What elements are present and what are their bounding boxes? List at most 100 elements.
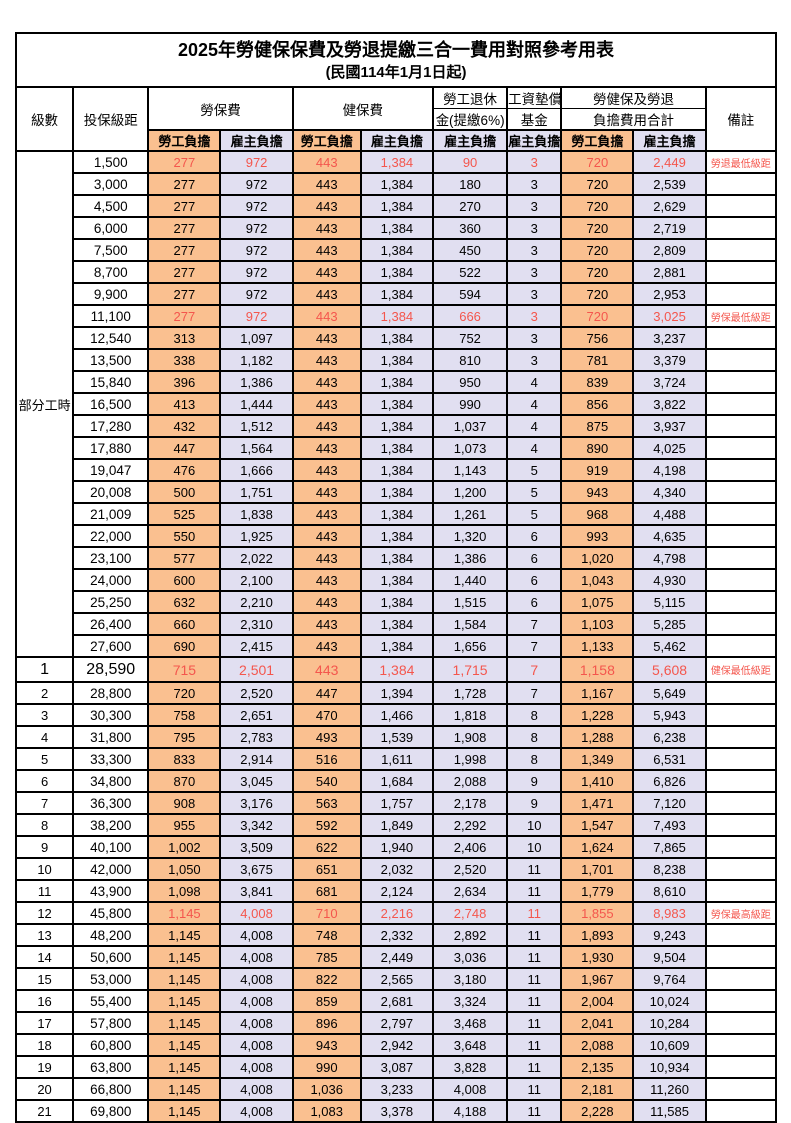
col-header-labor-insurance: 勞保費 <box>147 86 294 131</box>
remark-cell <box>704 436 778 460</box>
remark-cell <box>704 1011 778 1035</box>
labor-employer-cell: 2,651 <box>219 703 294 727</box>
title-cell: 2025年勞健保保費及勞退提繳三合一費用對照參考用表 (民國114年1月1日起) <box>15 32 777 88</box>
labor-employer-cell: 1,444 <box>219 392 294 416</box>
col-header-remark: 備註 <box>704 86 778 152</box>
health-employer-cell: 1,940 <box>359 835 434 859</box>
total-employee-cell: 2,228 <box>560 1099 635 1123</box>
health-employer-cell: 2,124 <box>359 879 434 903</box>
labor-employee-cell: 396 <box>147 370 222 394</box>
labor-employee-cell: 1,145 <box>147 1055 222 1079</box>
total-employer-cell: 7,865 <box>632 835 707 859</box>
health-employee-cell: 443 <box>291 436 362 460</box>
bracket-cell: 33,300 <box>72 747 150 771</box>
labor-employer-cell: 1,751 <box>219 480 294 504</box>
health-employee-cell: 990 <box>291 1055 362 1079</box>
labor-employer-cell: 4,008 <box>219 901 294 925</box>
remark-cell <box>704 989 778 1013</box>
labor-employer-cell: 4,008 <box>219 923 294 947</box>
pension-employer-cell: 2,748 <box>431 901 509 925</box>
labor-employer-cell: 972 <box>219 304 294 328</box>
health-employee-cell: 443 <box>291 612 362 636</box>
bracket-cell: 45,800 <box>72 901 150 925</box>
pension-employer-cell: 990 <box>431 392 509 416</box>
page-title: 2025年勞健保保費及勞退提繳三合一費用對照參考用表 <box>177 40 615 60</box>
health-employer-cell: 1,384 <box>359 304 434 328</box>
pension-employer-cell: 2,892 <box>431 923 509 947</box>
bracket-cell: 43,900 <box>72 879 150 903</box>
labor-employer-cell: 3,342 <box>219 813 294 837</box>
page-subtitle: (民國114年1月1日起) <box>325 64 467 81</box>
labor-employee-cell: 870 <box>147 769 222 793</box>
total-employee-cell: 720 <box>560 150 635 174</box>
level-cell: 18 <box>14 1033 75 1057</box>
table-row: 7,500 277 972 443 1,384 450 3 720 2,809 <box>16 238 778 262</box>
total-employee-cell: 1,075 <box>560 590 635 614</box>
bracket-cell: 23,100 <box>72 546 150 570</box>
level-cell: 16 <box>14 989 75 1013</box>
wage-fund-cell: 4 <box>506 436 563 460</box>
remark-cell <box>704 546 778 570</box>
labor-employee-cell: 833 <box>147 747 222 771</box>
health-employee-cell: 516 <box>291 747 362 771</box>
health-employee-cell: 563 <box>291 791 362 815</box>
health-employee-cell: 748 <box>291 923 362 947</box>
table-row: 19 63,800 1,145 4,008 990 3,087 3,828 11 2,135 10… <box>14 1055 778 1079</box>
wage-fund-cell: 11 <box>506 945 563 969</box>
labor-employee-cell: 1,145 <box>147 989 222 1013</box>
bracket-cell: 28,590 <box>72 656 150 683</box>
labor-employee-cell: 577 <box>147 546 222 570</box>
total-employer-cell: 2,881 <box>632 260 707 284</box>
level-cell: 2 <box>14 681 75 705</box>
labor-employer-cell: 2,310 <box>219 612 294 636</box>
health-employer-cell: 1,384 <box>359 238 434 262</box>
level-cell: 19 <box>14 1055 75 1079</box>
table-row: 27,600 690 2,415 443 1,384 1,656 7 1,133 5,462 <box>16 634 778 658</box>
table-row: 3 30,300 758 2,651 470 1,466 1,818 8 1,228 5,943 <box>14 703 778 727</box>
remark-cell <box>704 634 778 658</box>
table-row: 18 60,800 1,145 4,008 943 2,942 3,648 11 2,088 10… <box>14 1033 778 1057</box>
bracket-cell: 16,500 <box>72 392 150 416</box>
remark-cell <box>704 835 778 859</box>
col-header-bracket: 投保級距 <box>72 86 150 152</box>
labor-employee-cell: 447 <box>147 436 222 460</box>
labor-employer-cell: 4,008 <box>219 1033 294 1057</box>
labor-employer-cell: 1,182 <box>219 348 294 372</box>
labor-employer-cell: 3,841 <box>219 879 294 903</box>
bracket-cell: 20,008 <box>72 480 150 504</box>
remark-cell: 勞保最低級距 <box>704 304 778 328</box>
remark-cell: 健保最低級距 <box>704 656 778 683</box>
health-employer-cell: 1,384 <box>359 348 434 372</box>
total-employer-cell: 4,930 <box>632 568 707 592</box>
labor-employer-cell: 1,666 <box>219 458 294 482</box>
table-row: 19,047 476 1,666 443 1,384 1,143 5 919 4,198 <box>16 458 778 482</box>
table-row: 16 55,400 1,145 4,008 859 2,681 3,324 11 2,004 10… <box>14 989 778 1013</box>
table-row: 14 50,600 1,145 4,008 785 2,449 3,036 11 1,930 9,… <box>14 945 778 969</box>
health-employer-cell: 1,384 <box>359 524 434 548</box>
wage-fund-cell: 3 <box>506 282 563 306</box>
pension-employer-cell: 1,584 <box>431 612 509 636</box>
health-employee-cell: 651 <box>291 857 362 881</box>
wage-fund-cell: 7 <box>506 656 563 683</box>
total-employer-cell: 3,724 <box>632 370 707 394</box>
bracket-cell: 25,250 <box>72 590 150 614</box>
remark-cell <box>704 769 778 793</box>
table-row: 25,250 632 2,210 443 1,384 1,515 6 1,075 5,115 <box>16 590 778 614</box>
pension-employer-cell: 1,908 <box>431 725 509 749</box>
remark-cell <box>704 681 778 705</box>
wage-fund-cell: 4 <box>506 414 563 438</box>
health-employer-cell: 1,466 <box>359 703 434 727</box>
total-employer-cell: 9,764 <box>632 967 707 991</box>
total-employer-cell: 4,025 <box>632 436 707 460</box>
wage-fund-cell: 11 <box>506 1011 563 1035</box>
health-employee-cell: 443 <box>291 590 362 614</box>
remark-cell <box>704 1033 778 1057</box>
pension-employer-cell: 2,292 <box>431 813 509 837</box>
pension-employer-cell: 1,073 <box>431 436 509 460</box>
table-row: 11 43,900 1,098 3,841 681 2,124 2,634 11 1,779 8,… <box>14 879 778 903</box>
total-employee-cell: 875 <box>560 414 635 438</box>
total-employee-cell: 1,158 <box>560 656 635 683</box>
total-employer-cell: 5,943 <box>632 703 707 727</box>
health-employee-cell: 1,036 <box>291 1077 362 1101</box>
col-header-total-line2: 負擔費用合計 <box>560 108 707 131</box>
